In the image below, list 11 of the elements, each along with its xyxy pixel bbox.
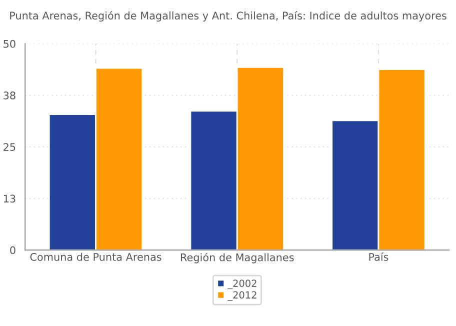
legend-label: _2012 [228, 291, 256, 301]
x-tick-label: Región de Magallanes [181, 252, 294, 264]
y-tick-label: 50 [4, 40, 16, 48]
chart-title: Punta Arenas, Región de Magallanes y Ant. Chilena, País: Indice de adultos mayores [10, 11, 446, 22]
y-tick-label: 13 [4, 194, 16, 203]
x-tick-label: País [369, 252, 388, 261]
x-tick-label: Comuna de Punta Arenas [30, 252, 162, 261]
y-tick-label: 0 [10, 246, 16, 254]
y-tick-label: 25 [4, 143, 16, 151]
y-tick-label: 38 [4, 92, 16, 100]
legend-label: _2002 [228, 280, 256, 290]
